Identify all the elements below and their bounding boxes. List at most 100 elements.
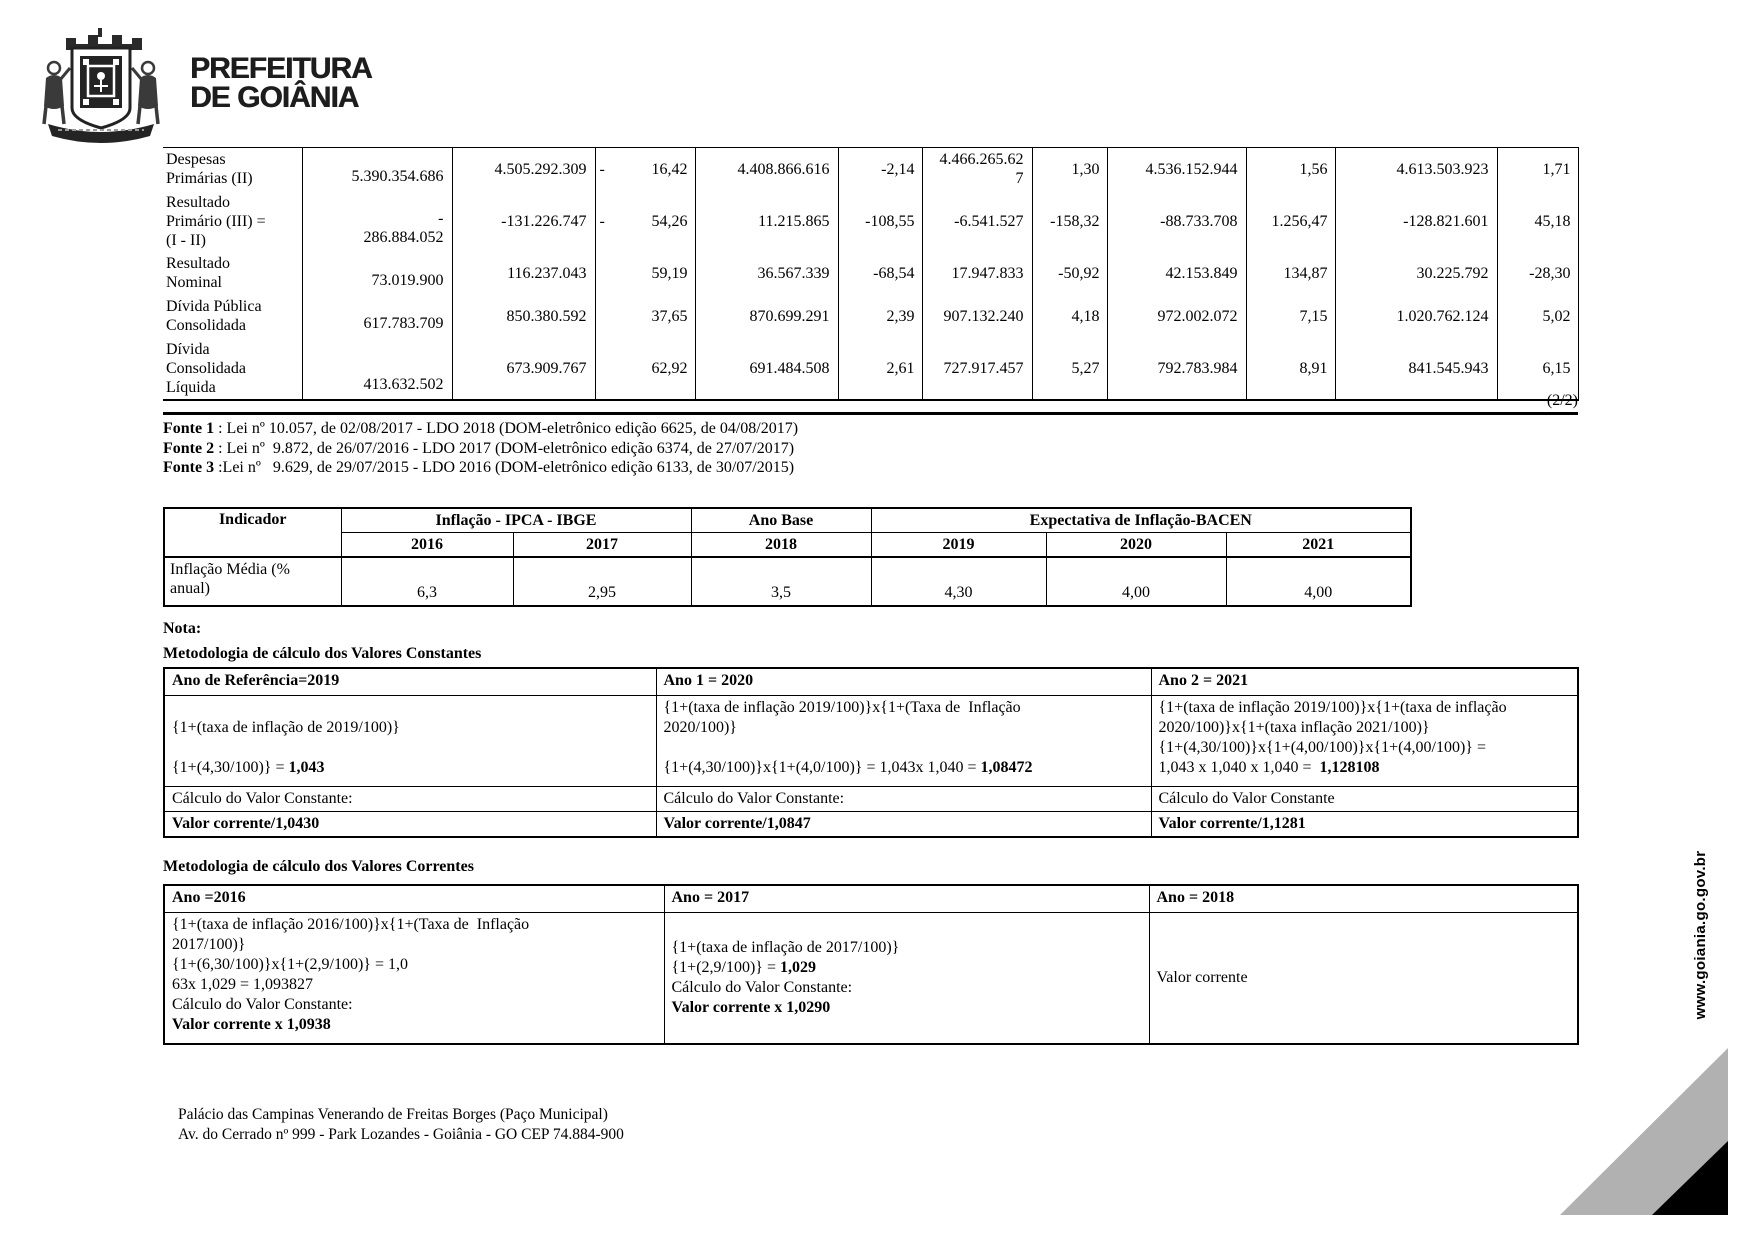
fonte-line-2: Fonte 2 : Lei nº 9.872, de 26/07/2016 - … bbox=[163, 439, 798, 459]
fiscal-value-cell: 5,02 bbox=[1496, 294, 1579, 338]
logo-wordmark: PREFEITURA DE GOIÂNIA bbox=[190, 52, 373, 114]
fiscal-table-row: Despesas Primárias (II) 5.390.354.686 4.505… bbox=[163, 147, 1579, 191]
year-header: 2021 bbox=[1225, 532, 1412, 558]
fiscal-value-cell: 30.225.792 bbox=[1334, 251, 1498, 295]
inflation-value: 6,3 bbox=[340, 556, 514, 607]
currents-formula-cell: {1+(taxa de inflação 2016/100)}x{1+(Taxa… bbox=[163, 912, 665, 1045]
logo-line-2: DE GOIÂNIA bbox=[190, 81, 359, 114]
year-header: 2019 bbox=[870, 532, 1047, 558]
fonte-line-1: Fonte 1 : Lei nº 10.057, de 02/08/2017 -… bbox=[163, 419, 798, 439]
inflation-value: 4,00 bbox=[1045, 556, 1227, 607]
constants-formula-cell: {1+(taxa de inflação 2019/100)}x{1+(taxa… bbox=[1150, 695, 1579, 787]
fiscal-row-label: Dívida Pública Consolidada bbox=[163, 294, 303, 338]
fiscal-value-cell: 673.909.767 bbox=[451, 337, 596, 400]
fiscal-row-label: Resultado Nominal bbox=[163, 251, 303, 295]
fiscal-value-cell: 7,15 bbox=[1245, 294, 1336, 338]
constants-formula-row: {1+(taxa de inflação de 2019/100)} {1+(4,… bbox=[163, 695, 1579, 787]
fiscal-value-cell: 5,27 bbox=[1031, 337, 1108, 400]
indicador-header: Indicador bbox=[163, 507, 342, 558]
fiscal-value-cell: -68,54 bbox=[837, 251, 923, 295]
constants-calc-cell: Cálculo do Valor Constante: bbox=[163, 786, 657, 812]
constants-calc-cell: Cálculo do Valor Constante: bbox=[655, 786, 1152, 812]
fiscal-table-row: Dívida Pública Consolidada 617.783.709 850.… bbox=[163, 294, 1579, 338]
fiscal-value-cell: 2,39 bbox=[837, 294, 923, 338]
fiscal-value-cell: -6.541.527 bbox=[921, 190, 1033, 252]
fiscal-value-cell: -88.733.708 bbox=[1106, 190, 1247, 252]
fiscal-value-cell: 841.545.943 bbox=[1334, 337, 1498, 400]
fiscal-value-cell: 42.153.849 bbox=[1106, 251, 1247, 295]
horizontal-rule bbox=[163, 412, 1578, 415]
constants-formula-cell: {1+(taxa de inflação de 2019/100)} {1+(4,… bbox=[163, 695, 657, 787]
fiscal-value-cell: 413.632.502 bbox=[301, 337, 453, 400]
fiscal-value-cell: 11.215.865 bbox=[694, 190, 839, 252]
fiscal-value-cell: 4.505.292.309 bbox=[451, 147, 596, 191]
fiscal-value-cell: 116.237.043 bbox=[451, 251, 596, 295]
fiscal-row-label: Despesas Primárias (II) bbox=[163, 147, 303, 191]
page-indicator: (2/2) bbox=[1546, 392, 1578, 409]
constants-methodology-title: Metodologia de cálculo dos Valores Const… bbox=[163, 645, 482, 662]
currents-header-cell: Ano = 2017 bbox=[663, 884, 1150, 913]
constants-header-cell: Ano 2 = 2021 bbox=[1150, 667, 1579, 696]
fonte-1-text: : Lei nº 10.057, de 02/08/2017 - LDO 201… bbox=[214, 420, 799, 437]
currents-methodology-table: Ano =2016 Ano = 2017 Ano = 2018 {1+(taxa… bbox=[163, 884, 1579, 1045]
fiscal-value-cell: 907.132.240 bbox=[921, 294, 1033, 338]
constants-result-row: Valor corrente/1,0430 Valor corrente/1,0… bbox=[163, 811, 1579, 838]
fiscal-value-cell: 1.256,47 bbox=[1245, 190, 1336, 252]
fiscal-value-cell: 4,18 bbox=[1031, 294, 1108, 338]
fiscal-value-cell: 45,18 bbox=[1496, 190, 1579, 252]
currents-methodology-title: Metodologia de cálculo dos Valores Corre… bbox=[163, 858, 474, 875]
constants-calc-row: Cálculo do Valor Constante: Cálculo do V… bbox=[163, 786, 1579, 812]
fiscal-value-cell: 4.408.866.616 bbox=[694, 147, 839, 191]
fiscal-value-cell: 36.567.339 bbox=[694, 251, 839, 295]
logo-line-1: PREFEITURA bbox=[190, 52, 373, 85]
nota-label: Nota: bbox=[163, 620, 202, 637]
fiscal-value-cell: 8,91 bbox=[1245, 337, 1336, 400]
fiscal-value-cell: -54,26 bbox=[594, 190, 696, 252]
inflation-row-label: Inflação Média (% anual) bbox=[163, 556, 342, 607]
fiscal-value-cell: -16,42 bbox=[594, 147, 696, 191]
fiscal-table-row: Resultado Nominal 73.019.900 116.237.043 59,… bbox=[163, 251, 1579, 295]
year-header: 2020 bbox=[1045, 532, 1227, 558]
inflation-value: 2,95 bbox=[512, 556, 692, 607]
inflation-data-row: Inflação Média (% anual) 6,3 2,95 3,5 4,3… bbox=[163, 556, 1412, 607]
year-header: 2017 bbox=[512, 532, 692, 558]
currents-header-cell: Ano = 2018 bbox=[1148, 884, 1579, 913]
fiscal-table-row: Dívida Consolidada Líquida 413.632.502 673.9… bbox=[163, 337, 1579, 400]
fiscal-row-label: Resultado Primário (III) = (I - II) bbox=[163, 190, 303, 252]
fiscal-value-cell: -108,55 bbox=[837, 190, 923, 252]
footer-line-2: Av. do Cerrado nº 999 - Park Lozandes - … bbox=[178, 1126, 624, 1143]
inflation-value: 4,00 bbox=[1225, 556, 1412, 607]
fiscal-value-cell: -2,14 bbox=[837, 147, 923, 191]
constants-header-cell: Ano de Referência=2019 bbox=[163, 667, 657, 696]
fiscal-value-cell: 62,92 bbox=[594, 337, 696, 400]
fiscal-value-cell: 4.536.152.944 bbox=[1106, 147, 1247, 191]
currents-formula-cell: {1+(taxa de inflação de 2017/100)} {1+(2,… bbox=[663, 912, 1150, 1045]
fiscal-value-cell: 73.019.900 bbox=[301, 251, 453, 295]
currents-formula-row: {1+(taxa de inflação 2016/100)}x{1+(Taxa… bbox=[163, 912, 1579, 1045]
inflation-value: 4,30 bbox=[870, 556, 1047, 607]
constants-formula-cell: {1+(taxa de inflação 2019/100)}x{1+(Taxa… bbox=[655, 695, 1152, 787]
fiscal-value-cell: 727.917.457 bbox=[921, 337, 1033, 400]
footer-address: Palácio das Campinas Venerando de Freita… bbox=[178, 1105, 624, 1145]
fiscal-value-cell: 691.484.508 bbox=[694, 337, 839, 400]
fiscal-value-cell: -128.821.601 bbox=[1334, 190, 1498, 252]
corner-triangle-decoration bbox=[1560, 1048, 1728, 1215]
constants-header-cell: Ano 1 = 2020 bbox=[655, 667, 1152, 696]
footer-line-1: Palácio das Campinas Venerando de Freita… bbox=[178, 1106, 608, 1123]
fonte-2-label: Fonte 2 bbox=[163, 439, 215, 457]
fiscal-value-cell: 870.699.291 bbox=[694, 294, 839, 338]
fonte-3-text: :Lei nº 9.629, de 29/07/2015 - LDO 2016 … bbox=[214, 459, 795, 477]
fonte-2-text: : Lei nº 9.872, de 26/07/2016 - LDO 2017… bbox=[214, 439, 795, 457]
constants-methodology-table: Ano de Referência=2019 Ano 1 = 2020 Ano … bbox=[163, 667, 1579, 838]
fiscal-value-cell: 850.380.592 bbox=[451, 294, 596, 338]
ano-base-header: Ano Base bbox=[690, 507, 872, 533]
fiscal-value-cell: 59,19 bbox=[594, 251, 696, 295]
inflation-group-header-row: Indicador Inflação - IPCA - IBGE Ano Bas… bbox=[163, 507, 1412, 558]
coat-of-arms-icon bbox=[42, 28, 160, 143]
inflation-value: 3,5 bbox=[690, 556, 872, 607]
fiscal-value-cell: 37,65 bbox=[594, 294, 696, 338]
inflation-years-row: 2016 2017 2018 2019 2020 2021 bbox=[164, 532, 1412, 558]
fonte-line-3: Fonte 3 :Lei nº 9.629, de 29/07/2015 - L… bbox=[163, 458, 798, 478]
fiscal-value-cell: 1.020.762.124 bbox=[1334, 294, 1498, 338]
currents-header-row: Ano =2016 Ano = 2017 Ano = 2018 bbox=[163, 884, 1579, 913]
